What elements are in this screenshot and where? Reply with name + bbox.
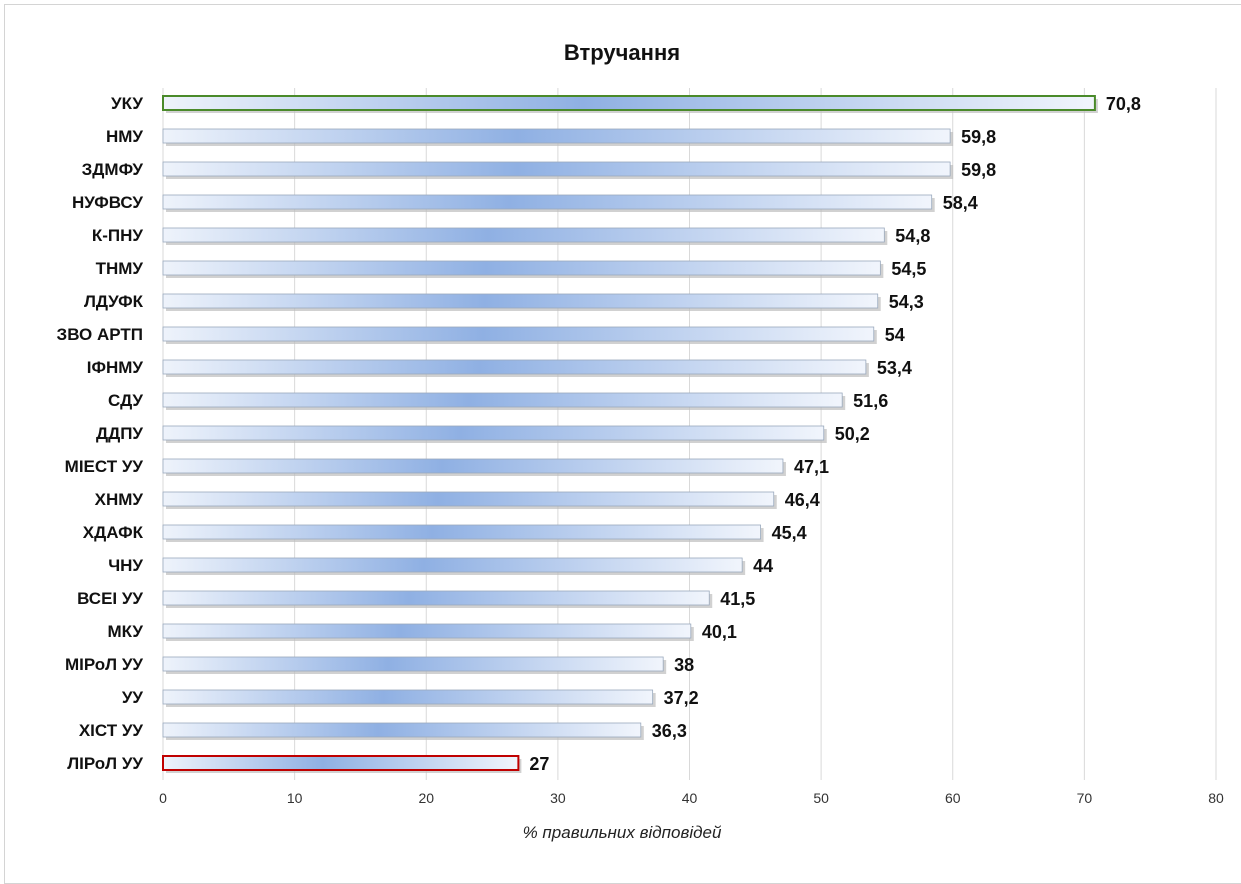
data-label: 53,4: [877, 358, 912, 378]
bar: [162, 425, 825, 441]
bar: [162, 689, 654, 705]
category-label: МІЕСТ УУ: [65, 457, 144, 476]
data-label: 44: [753, 556, 773, 576]
bar: [162, 326, 875, 342]
chart-title: Втручання: [564, 40, 680, 65]
bar: [162, 722, 642, 738]
x-tick-label: 0: [159, 790, 167, 806]
category-label: ЗВО АРТП: [57, 325, 143, 344]
x-tick-label: 10: [287, 790, 303, 806]
category-label: ХІСТ УУ: [79, 721, 144, 740]
data-label: 41,5: [720, 589, 755, 609]
bar: [162, 161, 951, 177]
bar: [162, 260, 881, 276]
data-label: 46,4: [785, 490, 820, 510]
x-tick-label: 50: [813, 790, 829, 806]
bar: [162, 227, 885, 243]
data-label: 54: [885, 325, 905, 345]
data-label: 59,8: [961, 127, 996, 147]
bar: [162, 392, 843, 408]
data-label: 36,3: [652, 721, 687, 741]
x-tick-label: 30: [550, 790, 566, 806]
data-label: 37,2: [664, 688, 699, 708]
category-label: УКУ: [111, 94, 143, 113]
category-label: ТНМУ: [96, 259, 144, 278]
bar: [162, 95, 1096, 111]
data-label: 54,5: [891, 259, 926, 279]
category-label: ХНМУ: [95, 490, 144, 509]
bar: [162, 194, 933, 210]
category-label: ЛІРоЛ УУ: [67, 754, 143, 773]
category-label: ДДПУ: [96, 424, 143, 443]
data-label: 58,4: [943, 193, 978, 213]
data-label: 27: [529, 754, 549, 774]
category-label: ВСЕІ УУ: [77, 589, 143, 608]
category-label: ЛДУФК: [84, 292, 144, 311]
data-label: 59,8: [961, 160, 996, 180]
x-tick-label: 80: [1208, 790, 1224, 806]
bar: [162, 491, 775, 507]
bar: [162, 590, 710, 606]
data-label: 51,6: [853, 391, 888, 411]
x-axis-ticks: 0 10 20 30 40 50 60 70 80: [159, 790, 1224, 806]
data-label: 54,8: [895, 226, 930, 246]
data-label: 40,1: [702, 622, 737, 642]
bar-chart: Втручання УКУ 70,8 НМУ 59,8 ЗДМФУ 59,8 НУФВСУ 5…: [57, 40, 1224, 842]
x-tick-label: 20: [418, 790, 434, 806]
category-label: ІФНМУ: [87, 358, 144, 377]
category-label: ЗДМФУ: [82, 160, 144, 179]
bar: [162, 128, 951, 144]
bar: [162, 359, 867, 375]
bar: [162, 293, 879, 309]
x-tick-label: 60: [945, 790, 961, 806]
x-tick-label: 40: [682, 790, 698, 806]
bars: УКУ 70,8 НМУ 59,8 ЗДМФУ 59,8 НУФВСУ 58,4 К-ПНУ 54…: [57, 94, 1141, 774]
bar: [162, 755, 520, 771]
bar: [162, 557, 743, 573]
category-label: СДУ: [108, 391, 143, 410]
bar: [162, 656, 664, 672]
category-label: МІРоЛ УУ: [65, 655, 143, 674]
data-label: 45,4: [772, 523, 807, 543]
category-label: ЧНУ: [108, 556, 143, 575]
bar: [162, 524, 761, 540]
bar: [162, 623, 692, 639]
data-label: 50,2: [835, 424, 870, 444]
x-axis-label: % правильних відповідей: [523, 823, 722, 842]
category-label: ХДАФК: [83, 523, 144, 542]
category-label: НМУ: [106, 127, 143, 146]
data-label: 47,1: [794, 457, 829, 477]
data-label: 70,8: [1106, 94, 1141, 114]
category-label: К-ПНУ: [92, 226, 144, 245]
data-label: 54,3: [889, 292, 924, 312]
bar: [162, 458, 784, 474]
data-label: 38: [674, 655, 694, 675]
category-label: МКУ: [107, 622, 143, 641]
x-tick-label: 70: [1077, 790, 1093, 806]
category-label: НУФВСУ: [72, 193, 143, 212]
category-label: УУ: [122, 688, 144, 707]
